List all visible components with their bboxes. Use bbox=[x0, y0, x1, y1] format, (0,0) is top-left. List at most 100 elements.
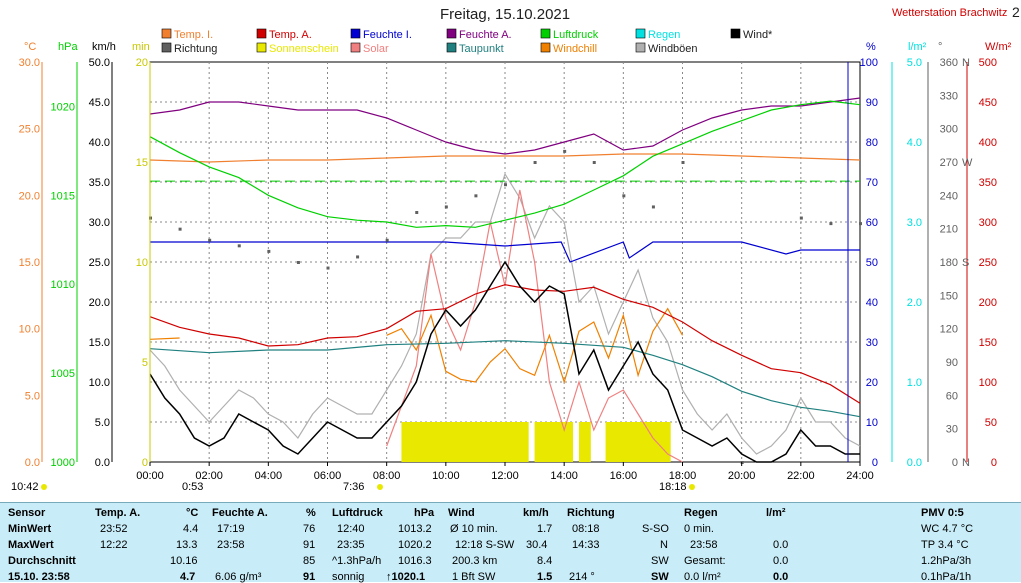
sunrise-value: 7:36 bbox=[343, 481, 365, 493]
stats-cell: 12:40 bbox=[337, 523, 365, 535]
stats-cell: 6.06 g/m³ bbox=[215, 571, 262, 583]
stats-row-label: MaxWert bbox=[8, 539, 54, 551]
sunshine-bar bbox=[578, 422, 591, 462]
x-tick-label: 20:00 bbox=[728, 470, 756, 482]
stats-cell: 0.1hPa/1h bbox=[921, 571, 972, 583]
x-tick-label: 08:00 bbox=[373, 470, 401, 482]
y-tick-label-direction: 210 bbox=[940, 224, 958, 236]
y-tick-label-sun: 10 bbox=[136, 257, 148, 269]
legend-label-temp_i: Temp. I. bbox=[174, 29, 213, 41]
y-tick-label-solar: 150 bbox=[979, 337, 997, 349]
stats-cell: 85 bbox=[303, 555, 316, 567]
stats-cell: Gesamt: bbox=[684, 555, 726, 567]
stats-cell: 0.0 bbox=[773, 571, 789, 583]
stats-cell: SW bbox=[651, 555, 669, 567]
y-tick-label-direction: 120 bbox=[940, 324, 958, 336]
y-tick-label-temp: 10.0 bbox=[19, 324, 40, 336]
y-tick-label-direction: 90 bbox=[946, 357, 958, 369]
x-tick-label: 00:00 bbox=[136, 470, 164, 482]
legend-swatch-luftdruck bbox=[540, 28, 551, 39]
sun-marker-dot bbox=[377, 484, 383, 490]
y-tick-label-humidity: 60 bbox=[866, 217, 878, 229]
stats-row-label: 15.10. 23:58 bbox=[8, 571, 70, 583]
sunshine-bar bbox=[605, 422, 671, 462]
legend-label-regen: Regen bbox=[648, 29, 680, 41]
legend-label-sonnenschein: Sonnenschein bbox=[269, 43, 339, 55]
corner-digit: 2 bbox=[1012, 4, 1020, 20]
direction-point bbox=[533, 161, 537, 164]
y-tick-label-direction: 180 bbox=[940, 257, 958, 269]
stats-wind-unit: km/h bbox=[523, 507, 549, 519]
sunset-label: 18:18 bbox=[659, 481, 687, 493]
stats-row-label: MinWert bbox=[8, 523, 52, 535]
stats-cell: 4.4 bbox=[183, 523, 199, 535]
stats-temp-header: Temp. A. bbox=[95, 507, 141, 519]
y-tick-label-temp: 20.0 bbox=[19, 190, 40, 202]
y-tick-label-solar: 300 bbox=[979, 217, 997, 229]
stats-cell: 1.5 bbox=[537, 571, 553, 583]
stats-cell: 214 ° bbox=[569, 571, 595, 583]
y-tick-label-direction: 30 bbox=[946, 424, 958, 436]
legend-swatch-temp_a bbox=[256, 28, 267, 39]
legend-label-feuchte_i: Feuchte I. bbox=[363, 29, 412, 41]
legend-label-temp_a: Temp. A. bbox=[269, 29, 312, 41]
stats-cell: 1.7 bbox=[537, 523, 553, 535]
legend-swatch-feuchte_a bbox=[446, 28, 457, 39]
y-tick-label-solar: 350 bbox=[979, 177, 997, 189]
series-line-luftdruck bbox=[149, 100, 861, 228]
chart-title: Freitag, 15.10.2021 bbox=[440, 6, 571, 23]
stats-cell: Ø 10 min. bbox=[450, 523, 498, 535]
x-tick-label: 04:00 bbox=[255, 470, 283, 482]
direction-point bbox=[622, 194, 626, 198]
legend-swatch-sonnenschein bbox=[256, 42, 267, 53]
legend-swatch-feuchte_i bbox=[350, 28, 361, 39]
y-tick-label-solar: 200 bbox=[979, 297, 997, 309]
y-tick-label-humidity: 40 bbox=[866, 297, 878, 309]
sunshine-bars bbox=[401, 422, 671, 462]
stats-cell: 23:58 bbox=[690, 539, 718, 551]
series-lines bbox=[149, 97, 862, 464]
stats-cell: 12:22 bbox=[100, 539, 128, 551]
series-line-windchill bbox=[149, 307, 684, 385]
y-tick-label-wind: 0.0 bbox=[95, 457, 110, 469]
legend-swatch-windboeen bbox=[635, 42, 646, 53]
stats-cell: ^1.3hPa/h bbox=[332, 555, 382, 567]
y-tick-label-direction: 240 bbox=[940, 190, 958, 202]
y-tick-label-sun: 5 bbox=[142, 357, 148, 369]
y-tick-label-sun: 15 bbox=[136, 157, 148, 169]
legend-swatch-taupunkt bbox=[446, 42, 457, 53]
y-axis-unit-humidity: % bbox=[866, 41, 876, 53]
direction-point bbox=[326, 266, 330, 270]
x-tick-label: 18:00 bbox=[669, 470, 697, 482]
y-tick-label-pressure: 1000 bbox=[51, 457, 75, 469]
y-tick-label-humidity: 30 bbox=[866, 337, 878, 349]
y-tick-label-direction: 360 bbox=[940, 57, 958, 69]
y-tick-label-rain: 1.0 bbox=[907, 377, 922, 389]
y-tick-label-temp: 25.0 bbox=[19, 124, 40, 136]
stats-row-label: Durchschnitt bbox=[8, 555, 76, 567]
y-tick-label-wind: 15.0 bbox=[89, 337, 110, 349]
direction-point bbox=[444, 205, 448, 209]
series-line-taupunkt bbox=[149, 340, 861, 418]
sun-marker-dot bbox=[689, 484, 695, 490]
y-tick-label-solar: 400 bbox=[979, 137, 997, 149]
direction-point bbox=[296, 261, 300, 264]
y-axis-unit-solar: W/m² bbox=[985, 41, 1012, 53]
stats-cell: 200.3 km bbox=[452, 555, 498, 567]
y-tick-label-sun: 20 bbox=[136, 57, 148, 69]
stats-cell: S-SO bbox=[642, 523, 669, 535]
y-tick-label-solar: 450 bbox=[979, 97, 997, 109]
y-tick-label-humidity: 0 bbox=[872, 457, 878, 469]
y-tick-label-sun: 0 bbox=[142, 457, 148, 469]
direction-compass-label: S bbox=[962, 257, 969, 269]
x-tick-label: 12:00 bbox=[491, 470, 519, 482]
stats-cell: 1016.3 bbox=[398, 555, 432, 567]
y-tick-label-direction: 270 bbox=[940, 157, 958, 169]
direction-point bbox=[563, 149, 567, 153]
series-line-feuchte-a- bbox=[149, 97, 861, 155]
stats-cell: sonnig bbox=[332, 571, 365, 583]
direction-compass-label: N bbox=[962, 57, 970, 69]
stats-cell: 1 Bft SW bbox=[452, 571, 496, 583]
y-tick-label-humidity: 70 bbox=[866, 177, 878, 189]
stats-cell: 4.7 bbox=[180, 571, 196, 583]
